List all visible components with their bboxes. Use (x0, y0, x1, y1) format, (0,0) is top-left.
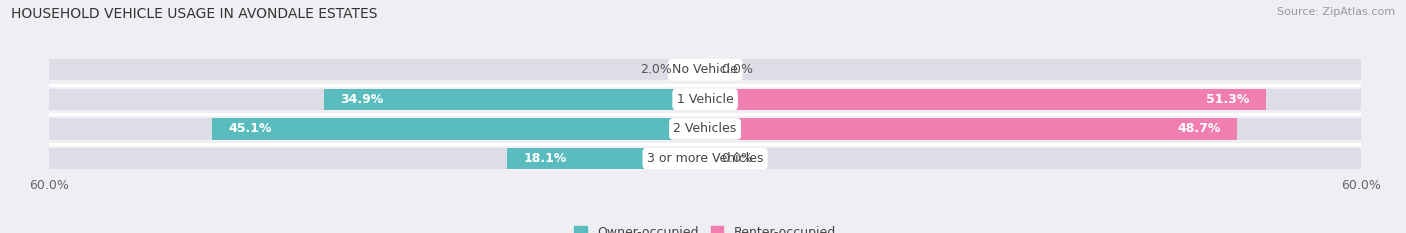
Text: 18.1%: 18.1% (523, 152, 567, 165)
Bar (706, 89, 1265, 110)
Text: 1 Vehicle: 1 Vehicle (676, 93, 734, 106)
Text: 48.7%: 48.7% (1178, 123, 1220, 135)
Text: HOUSEHOLD VEHICLE USAGE IN AVONDALE ESTATES: HOUSEHOLD VEHICLE USAGE IN AVONDALE ESTA… (11, 7, 378, 21)
Bar (508, 148, 706, 169)
Bar (49, 118, 1361, 140)
Text: 45.1%: 45.1% (229, 123, 271, 135)
Bar (49, 59, 1361, 80)
Text: No Vehicle: No Vehicle (672, 63, 738, 76)
Bar (49, 148, 1361, 169)
Text: 0.0%: 0.0% (721, 152, 754, 165)
Bar (683, 59, 706, 80)
Bar (706, 118, 1237, 140)
Text: 34.9%: 34.9% (340, 93, 384, 106)
Bar (49, 89, 1361, 110)
Bar (323, 89, 706, 110)
Text: 0.0%: 0.0% (721, 63, 754, 76)
Text: 51.3%: 51.3% (1206, 93, 1250, 106)
Text: 2.0%: 2.0% (641, 63, 672, 76)
Text: 2 Vehicles: 2 Vehicles (673, 123, 737, 135)
Text: Source: ZipAtlas.com: Source: ZipAtlas.com (1277, 7, 1395, 17)
Bar (212, 118, 706, 140)
Legend: Owner-occupied, Renter-occupied: Owner-occupied, Renter-occupied (569, 221, 841, 233)
Text: 3 or more Vehicles: 3 or more Vehicles (647, 152, 763, 165)
